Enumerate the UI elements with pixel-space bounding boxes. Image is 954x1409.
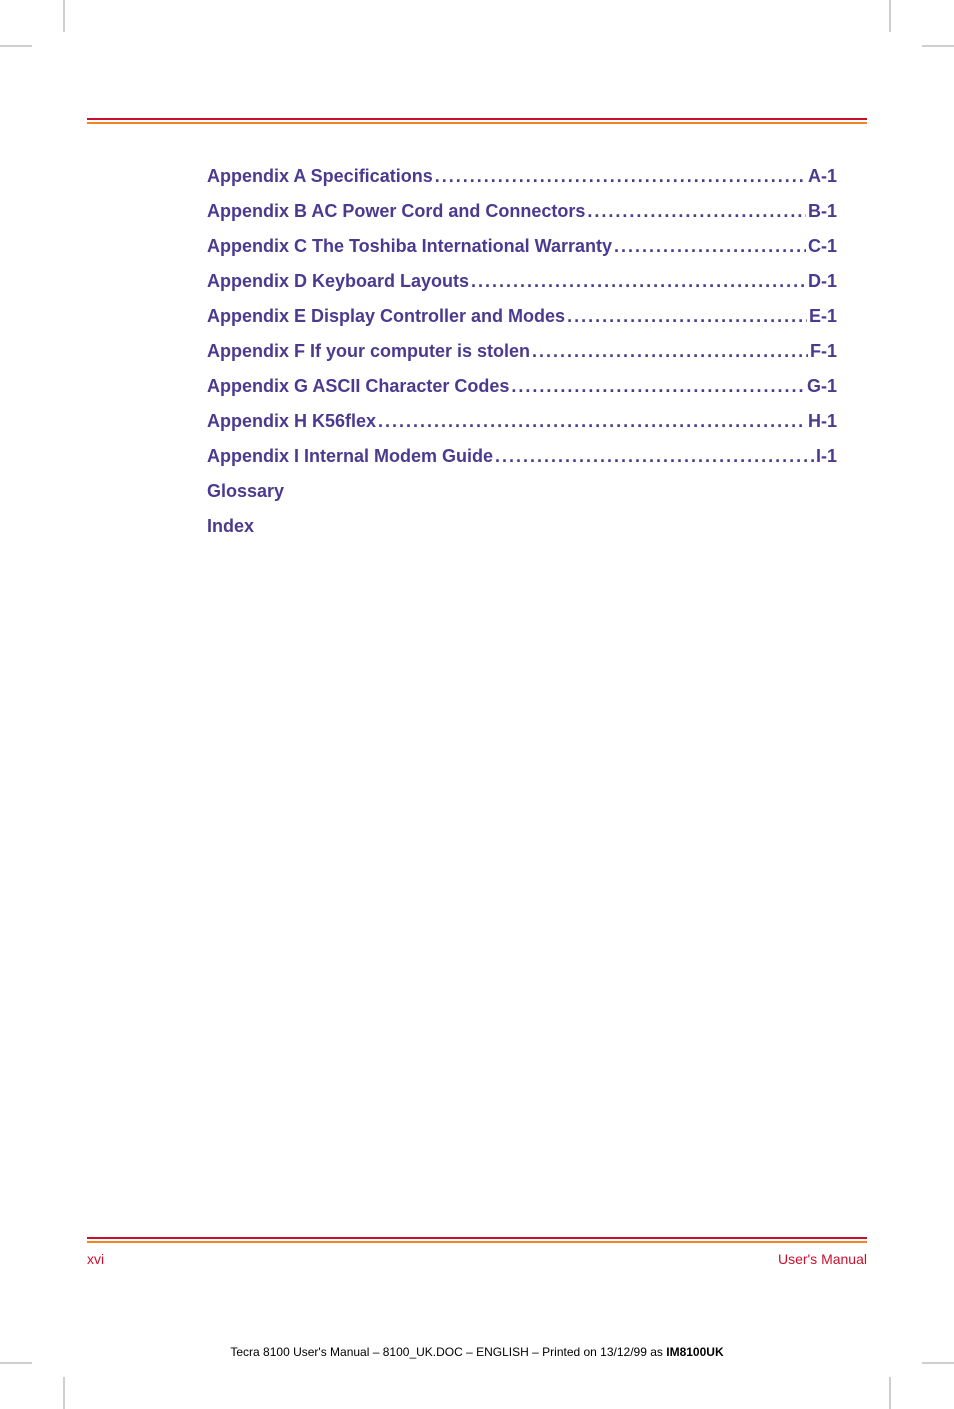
slug-code: IM8100UK — [666, 1345, 723, 1359]
crop-mark — [0, 45, 32, 47]
toc-entry[interactable]: Appendix H K56flex H-1 — [207, 411, 837, 432]
print-slug: Tecra 8100 User's Manual – 8100_UK.DOC –… — [87, 1345, 867, 1359]
toc-title: Appendix G ASCII Character Codes — [207, 376, 509, 397]
toc-title: Appendix B AC Power Cord and Connectors — [207, 201, 585, 222]
toc-page: E-1 — [809, 306, 837, 327]
manual-page: Appendix A Specifications A-1 Appendix B A… — [0, 0, 954, 1409]
toc-title: Appendix C The Toshiba International War… — [207, 236, 612, 257]
toc-leader — [435, 166, 806, 187]
toc-entry[interactable]: Index — [207, 516, 837, 537]
manual-title: User's Manual — [778, 1251, 867, 1267]
toc-title: Glossary — [207, 481, 284, 502]
toc-leader — [614, 236, 806, 257]
toc-entry[interactable]: Appendix D Keyboard Layouts D-1 — [207, 271, 837, 292]
header-rule-red — [87, 118, 867, 120]
toc-page: B-1 — [808, 201, 837, 222]
crop-mark — [889, 0, 891, 32]
footer-rule-orange — [87, 1241, 867, 1243]
crop-mark — [63, 1377, 65, 1409]
toc-leader — [587, 201, 806, 222]
crop-mark — [889, 1377, 891, 1409]
crop-mark — [922, 1362, 954, 1364]
toc-leader — [532, 341, 808, 362]
table-of-contents: Appendix A Specifications A-1 Appendix B A… — [207, 166, 837, 551]
toc-entry[interactable]: Appendix C The Toshiba International War… — [207, 236, 837, 257]
toc-page: H-1 — [808, 411, 837, 432]
toc-page: A-1 — [808, 166, 837, 187]
toc-title: Appendix A Specifications — [207, 166, 433, 187]
toc-title: Appendix I Internal Modem Guide — [207, 446, 493, 467]
toc-entry[interactable]: Appendix B AC Power Cord and Connectors B… — [207, 201, 837, 222]
page-number: xvi — [87, 1251, 104, 1267]
slug-prefix: Tecra 8100 User's Manual – 8100_UK.DOC –… — [230, 1345, 666, 1359]
footer-rule-red — [87, 1237, 867, 1239]
toc-title: Appendix F If your computer is stolen — [207, 341, 530, 362]
toc-page: G-1 — [807, 376, 837, 397]
toc-leader — [471, 271, 806, 292]
toc-leader — [511, 376, 805, 397]
toc-leader — [495, 446, 814, 467]
toc-entry[interactable]: Appendix E Display Controller and Modes E… — [207, 306, 837, 327]
toc-title: Appendix D Keyboard Layouts — [207, 271, 469, 292]
toc-entry[interactable]: Appendix G ASCII Character Codes G-1 — [207, 376, 837, 397]
content-region: Appendix A Specifications A-1 Appendix B A… — [87, 110, 867, 1299]
toc-entry[interactable]: Appendix A Specifications A-1 — [207, 166, 837, 187]
toc-leader — [378, 411, 806, 432]
toc-title: Appendix H K56flex — [207, 411, 376, 432]
toc-entry[interactable]: Appendix F If your computer is stolen F-1 — [207, 341, 837, 362]
crop-mark — [922, 45, 954, 47]
toc-title: Appendix E Display Controller and Modes — [207, 306, 565, 327]
crop-mark — [0, 1362, 32, 1364]
header-rule-orange — [87, 122, 867, 124]
toc-page: I-1 — [816, 446, 837, 467]
toc-leader — [567, 306, 807, 327]
toc-entry[interactable]: Appendix I Internal Modem Guide I-1 — [207, 446, 837, 467]
toc-entry[interactable]: Glossary — [207, 481, 837, 502]
toc-page: F-1 — [810, 341, 837, 362]
crop-mark — [63, 0, 65, 32]
toc-page: D-1 — [808, 271, 837, 292]
toc-title: Index — [207, 516, 254, 537]
toc-page: C-1 — [808, 236, 837, 257]
